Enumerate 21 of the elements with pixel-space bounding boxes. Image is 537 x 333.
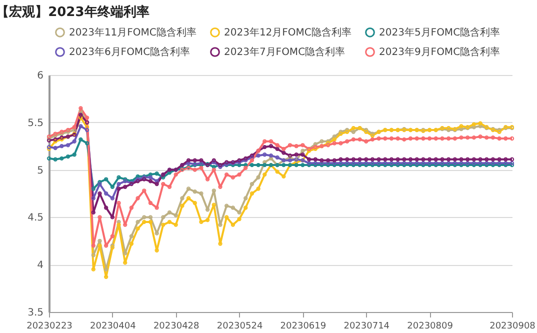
x-tick-label: 20230809 xyxy=(407,322,454,332)
legend-label: 2023年7月FOMC隐含利率 xyxy=(224,46,346,58)
x-tick-label: 20230619 xyxy=(280,322,326,332)
y-tick-label: 5.5 xyxy=(28,118,44,129)
x-tick-label: 20230524 xyxy=(216,322,263,332)
legend-label: 2023年5月FOMC隐含利率 xyxy=(379,26,500,38)
y-tick-label: 3.5 xyxy=(28,308,44,318)
chart-title: 【宏观】2023年终端利率 xyxy=(0,4,150,20)
y-tick-label: 6 xyxy=(37,70,44,82)
legend-label: 2023年9月FOMC隐含利率 xyxy=(379,46,500,58)
x-tick-label: 20230908 xyxy=(490,322,536,332)
x-tick-label: 20230428 xyxy=(153,322,200,332)
x-tick-label: 20230223 xyxy=(26,322,72,332)
y-tick-label: 4.5 xyxy=(28,212,44,224)
legend-label: 2023年11月FOMC隐含利率 xyxy=(69,26,196,38)
y-tick-label: 4 xyxy=(37,260,44,272)
y-tick-label: 5 xyxy=(37,165,44,176)
legend-label: 2023年12月FOMC隐含利率 xyxy=(224,26,352,38)
legend-label: 2023年6月FOMC隐含利率 xyxy=(69,46,190,58)
x-tick-label: 20230714 xyxy=(344,322,390,332)
x-tick-label: 20230404 xyxy=(90,322,136,332)
